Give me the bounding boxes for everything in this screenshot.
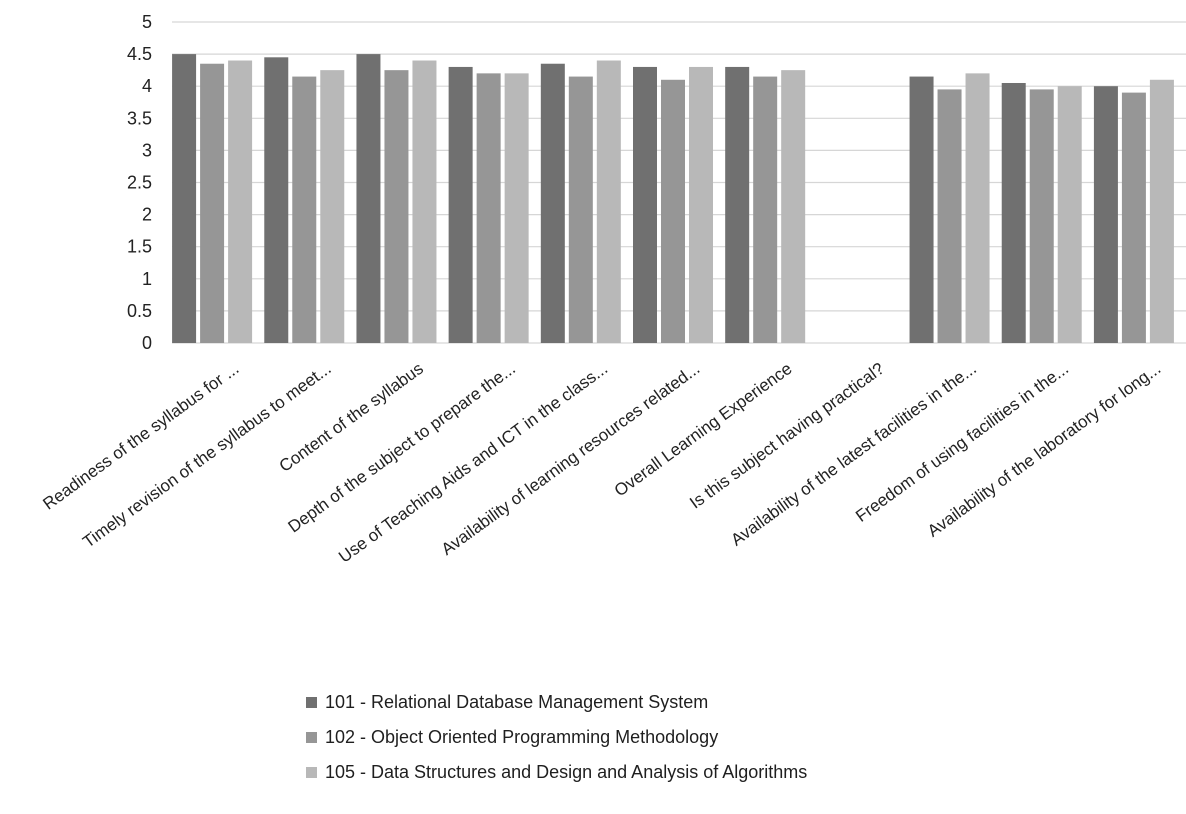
- legend-swatch-series-0: [306, 697, 317, 708]
- x-tick-label: Is this subject having practical?: [686, 359, 888, 513]
- y-tick-label: 5: [142, 12, 152, 32]
- y-tick-label: 2: [142, 205, 152, 225]
- bar-series-0: [541, 64, 565, 343]
- bar-series-1: [292, 77, 316, 343]
- bar-series-2: [505, 73, 529, 343]
- y-tick-label: 4: [142, 76, 152, 96]
- bar-series-1: [661, 80, 685, 343]
- bar-series-0: [356, 54, 380, 343]
- bar-series-2: [412, 61, 436, 343]
- y-tick-label: 2.5: [127, 173, 152, 193]
- y-tick-label: 0.5: [127, 301, 152, 321]
- bar-series-0: [264, 57, 288, 343]
- x-tick-label: Overall Learning Experience: [611, 359, 796, 500]
- bar-series-2: [228, 61, 252, 343]
- bar-series-0: [910, 77, 934, 343]
- bar-series-0: [1094, 86, 1118, 343]
- legend-item-series-1: 102 - Object Oriented Programming Method…: [306, 727, 807, 748]
- bar-series-1: [1030, 89, 1054, 343]
- bar-series-2: [597, 61, 621, 343]
- bars: [172, 54, 1174, 343]
- bar-series-2: [781, 70, 805, 343]
- bar-series-1: [477, 73, 501, 343]
- bar-series-0: [725, 67, 749, 343]
- legend-label-series-0: 101 - Relational Database Management Sys…: [325, 692, 708, 713]
- y-tick-label: 1.5: [127, 237, 152, 257]
- legend-swatch-series-2: [306, 767, 317, 778]
- legend-label-series-1: 102 - Object Oriented Programming Method…: [325, 727, 718, 748]
- y-tick-label: 1: [142, 269, 152, 289]
- bar-series-0: [1002, 83, 1026, 343]
- bar-series-1: [569, 77, 593, 343]
- bar-series-2: [689, 67, 713, 343]
- legend-item-series-2: 105 - Data Structures and Design and Ana…: [306, 762, 807, 783]
- bar-series-1: [200, 64, 224, 343]
- bar-series-2: [1058, 86, 1082, 343]
- bar-series-1: [938, 89, 962, 343]
- bar-series-2: [966, 73, 990, 343]
- bar-series-0: [172, 54, 196, 343]
- legend-swatch-series-1: [306, 732, 317, 743]
- y-tick-label: 3.5: [127, 108, 152, 128]
- bar-series-0: [633, 67, 657, 343]
- bar-series-1: [384, 70, 408, 343]
- bar-series-1: [753, 77, 777, 343]
- legend-item-series-0: 101 - Relational Database Management Sys…: [306, 692, 807, 713]
- y-tick-label: 4.5: [127, 44, 152, 64]
- y-tick-label: 3: [142, 140, 152, 160]
- y-tick-label: 0: [142, 333, 152, 353]
- legend: 101 - Relational Database Management Sys…: [306, 692, 807, 783]
- bar-series-1: [1122, 93, 1146, 343]
- bar-series-0: [449, 67, 473, 343]
- bar-series-2: [1150, 80, 1174, 343]
- legend-label-series-2: 105 - Data Structures and Design and Ana…: [325, 762, 807, 783]
- bar-series-2: [320, 70, 344, 343]
